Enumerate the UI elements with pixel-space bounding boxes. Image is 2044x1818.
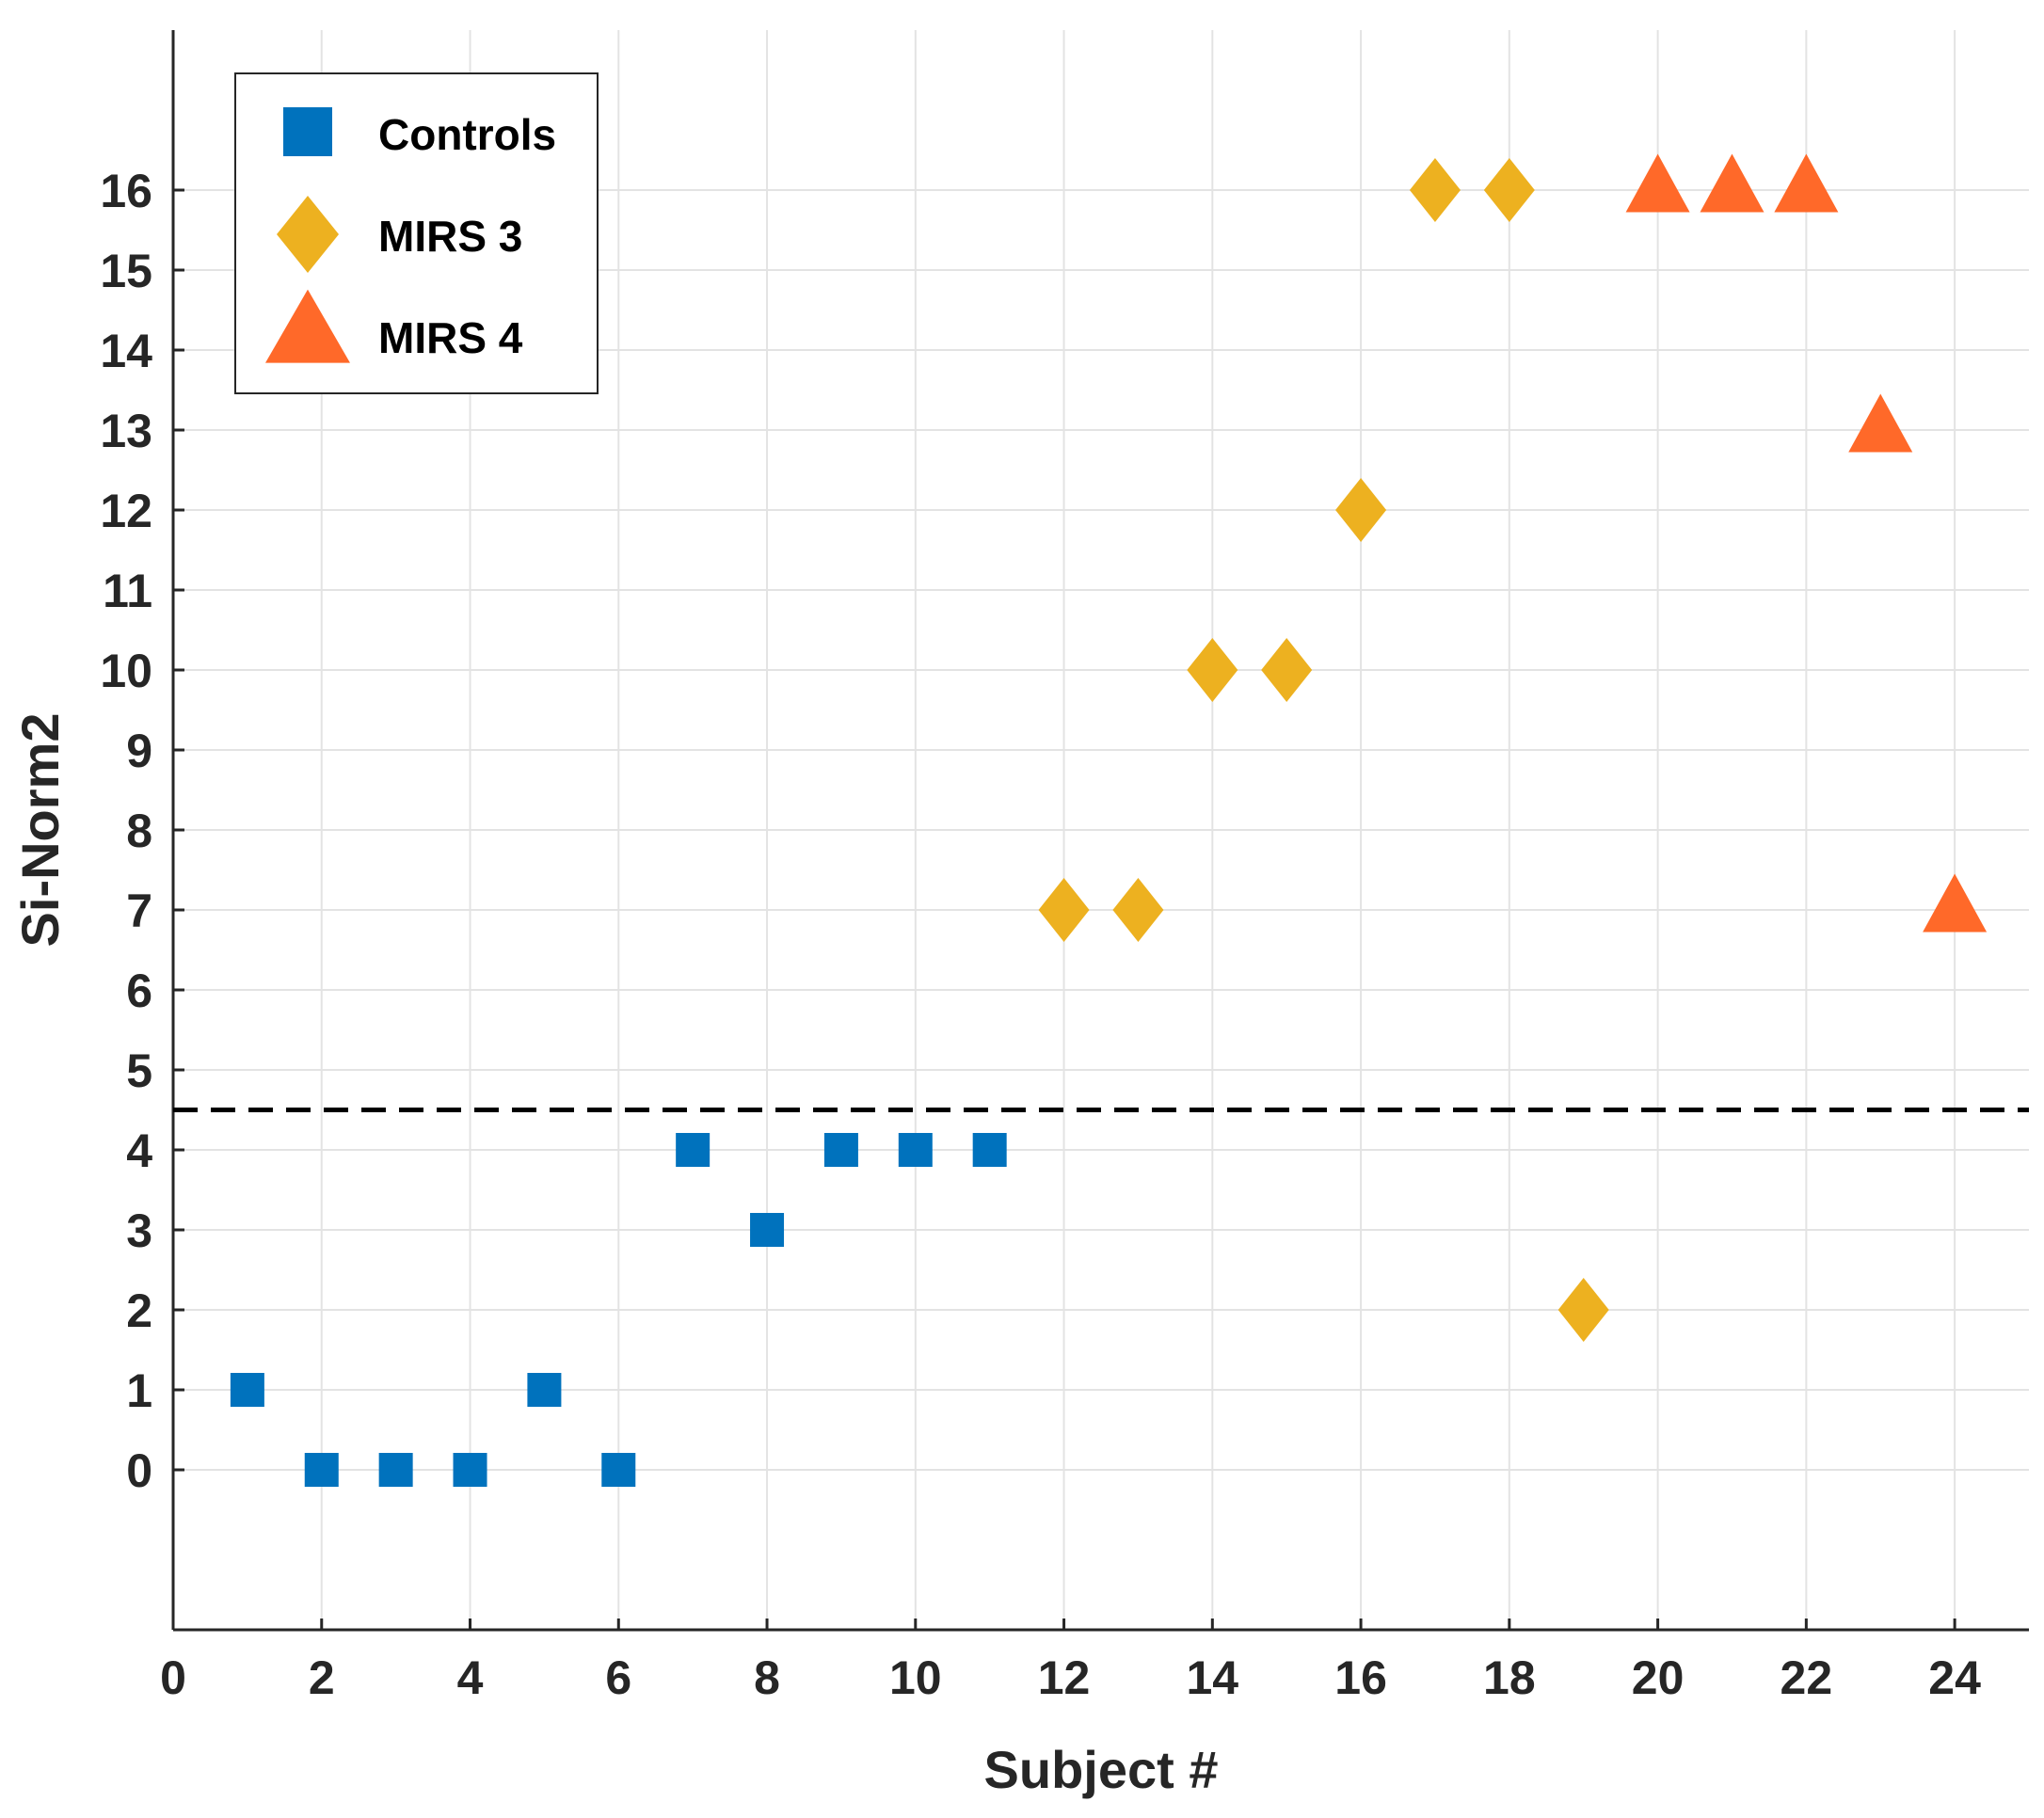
- mirs-4-point: [1923, 873, 1988, 933]
- controls-point: [823, 1133, 858, 1167]
- y-tick-label: 12: [100, 485, 152, 537]
- y-tick-label: 11: [103, 565, 152, 617]
- mirs-3-point: [1187, 638, 1238, 702]
- y-tick-label: 3: [126, 1204, 152, 1257]
- x-axis-title: Subject #: [984, 1740, 1219, 1799]
- x-tick-label: 24: [1928, 1651, 1981, 1704]
- mirs-3-point: [1335, 478, 1387, 542]
- x-tick-label: 4: [457, 1651, 484, 1704]
- x-tick-label: 10: [889, 1651, 942, 1704]
- legend-label-controls: Controls: [378, 110, 556, 159]
- legend: Controls MIRS 3 MIRS 4: [234, 72, 599, 394]
- x-tick-label: 20: [1632, 1651, 1685, 1704]
- x-tick-label: 16: [1334, 1651, 1387, 1704]
- controls-point: [898, 1133, 933, 1167]
- y-tick-label: 16: [100, 165, 152, 217]
- controls-point: [972, 1133, 1007, 1167]
- y-tick-label: 10: [100, 645, 152, 697]
- y-tick-label: 14: [100, 325, 152, 377]
- y-tick-label: 9: [126, 725, 152, 777]
- mirs-4-point: [1625, 153, 1690, 213]
- data-markers: [230, 153, 1988, 1487]
- x-tick-label: 14: [1187, 1651, 1239, 1704]
- controls-point: [527, 1373, 562, 1407]
- controls-point: [601, 1453, 636, 1487]
- y-tick-label: 8: [126, 805, 152, 857]
- mirs-3-point: [1409, 158, 1461, 222]
- mirs-4-point: [1774, 153, 1839, 213]
- mirs-4-point: [1700, 153, 1765, 213]
- y-tick-label: 7: [126, 885, 152, 937]
- legend-marker-mirs4: [265, 289, 350, 363]
- controls-point: [304, 1453, 339, 1487]
- y-tick-label: 2: [126, 1284, 152, 1337]
- y-axis-title: Si-Norm2: [10, 713, 70, 948]
- legend-label-mirs4: MIRS 4: [378, 313, 523, 362]
- controls-point: [750, 1213, 785, 1247]
- y-tick-label: 5: [126, 1045, 152, 1097]
- mirs-3-point: [1038, 878, 1090, 942]
- x-tick-label: 18: [1483, 1651, 1536, 1704]
- x-tick-label: 12: [1038, 1651, 1091, 1704]
- controls-point: [230, 1373, 264, 1407]
- y-tick-label: 0: [126, 1444, 152, 1497]
- controls-point: [676, 1133, 711, 1167]
- y-tick-label: 1: [126, 1364, 152, 1417]
- controls-point: [453, 1453, 487, 1487]
- legend-marker-mirs3: [277, 196, 339, 273]
- mirs-3-point: [1557, 1278, 1609, 1342]
- y-tick-label: 6: [126, 965, 152, 1017]
- x-tick-label: 8: [754, 1651, 780, 1704]
- x-tick-label: 0: [160, 1651, 186, 1704]
- controls-point: [378, 1453, 413, 1487]
- mirs-3-point: [1112, 878, 1164, 942]
- mirs-4-point: [1848, 393, 1913, 453]
- mirs-3-point: [1261, 638, 1313, 702]
- x-tick-label: 6: [605, 1651, 631, 1704]
- y-tick-label: 15: [100, 245, 152, 297]
- x-tick-label: 22: [1781, 1651, 1833, 1704]
- y-tick-label: 13: [100, 405, 152, 457]
- y-tick-label: 4: [126, 1124, 152, 1177]
- tick-labels: 0 2 4 6 8 10 12 14 16 18 20 22 240123456789101112131…: [100, 165, 1981, 1704]
- x-tick-label: 2: [309, 1651, 335, 1704]
- legend-marker-controls: [283, 107, 332, 156]
- grid-lines: [172, 30, 2029, 1630]
- legend-label-mirs3: MIRS 3: [378, 212, 522, 261]
- mirs-3-point: [1483, 158, 1535, 222]
